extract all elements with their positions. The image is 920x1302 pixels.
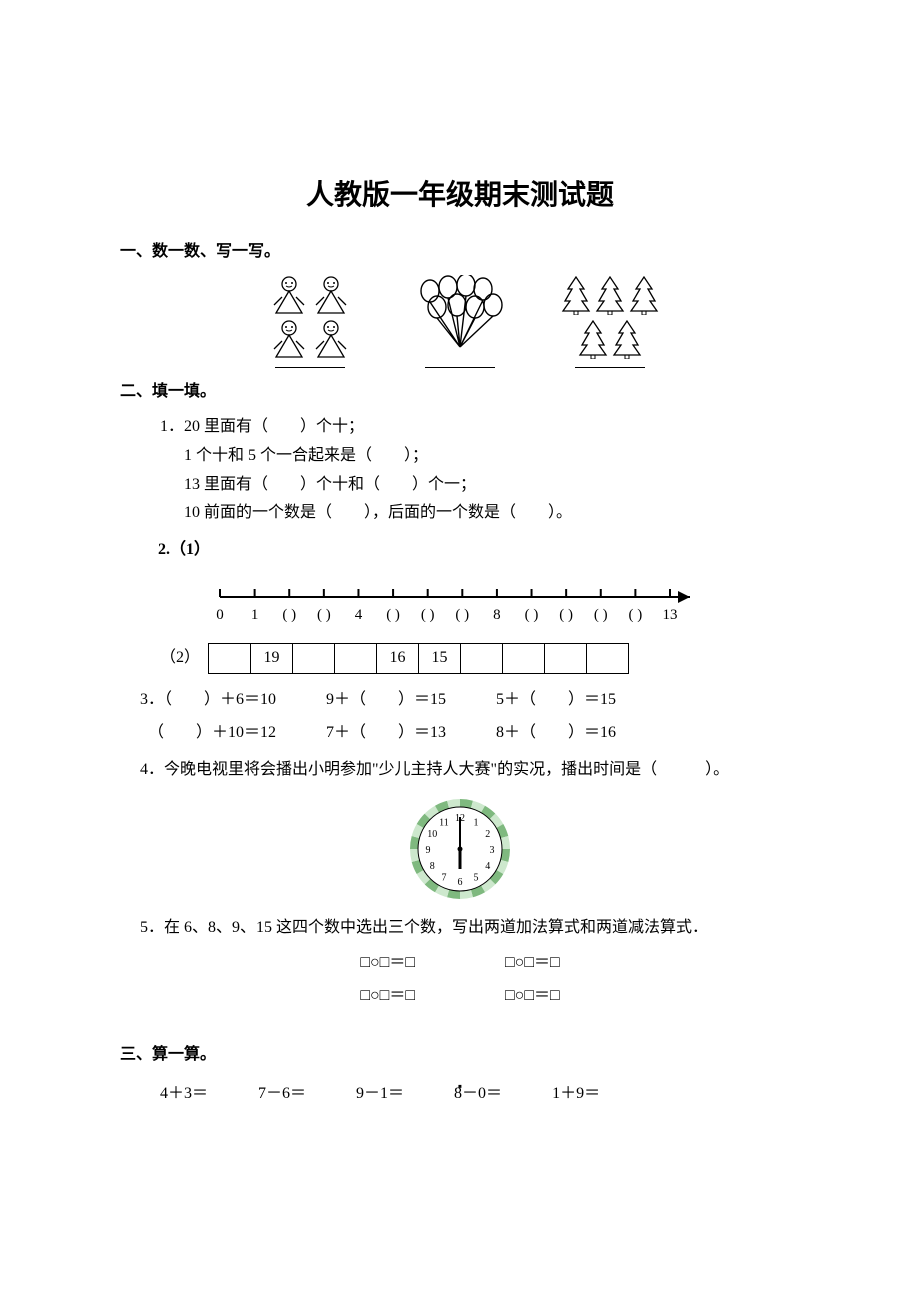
- doll-icon: [312, 319, 350, 359]
- svg-text:1: 1: [474, 818, 479, 829]
- tree-icon: [595, 275, 625, 315]
- eq-template: □○□＝□: [360, 949, 415, 978]
- svg-text:( ): ( ): [317, 607, 331, 623]
- q4-text: 4．今晚电视里将会播出小明参加"少儿主持人大赛"的实况，播出时间是（ ）。: [120, 756, 800, 785]
- doll-icon: [270, 275, 308, 315]
- svg-text:3: 3: [490, 845, 495, 856]
- doll-icon: [270, 319, 308, 359]
- q3-cell: 7＋（ ）＝13: [326, 719, 446, 748]
- svg-text:10: 10: [427, 829, 437, 840]
- tree-icon: [561, 275, 591, 315]
- tree-icon: [629, 275, 659, 315]
- calc-row: 4＋3＝ 7－6＝ 9－1＝ 8－0＝ 1＋9＝: [120, 1080, 800, 1109]
- svg-text:4: 4: [485, 861, 490, 872]
- balloons-icon: [415, 275, 505, 359]
- eq-template: □○□＝□: [505, 949, 560, 978]
- q1-line: 1 个十和 5 个一合起来是（ ）；: [160, 442, 800, 471]
- svg-text:( ): ( ): [455, 607, 469, 623]
- balloons-group: [405, 275, 515, 368]
- section1-heading: 一、数一数、写一写。: [120, 238, 800, 267]
- svg-text:( ): ( ): [594, 607, 608, 623]
- q3-cell: 9＋（ ）＝15: [326, 686, 446, 715]
- svg-text:( ): ( ): [421, 607, 435, 623]
- q2-label: 2.（1）: [120, 536, 800, 565]
- q3-row1: 3．（ ）＋6＝10 9＋（ ）＝15 5＋（ ）＝15: [120, 682, 800, 715]
- page-title: 人教版一年级期末测试题: [120, 170, 800, 220]
- trees-group: [555, 275, 665, 368]
- dolls-group: [255, 275, 365, 368]
- q3-cell: 3．（ ）＋6＝10: [140, 686, 276, 715]
- q3-cell: 5＋（ ）＝15: [496, 686, 616, 715]
- svg-text:2: 2: [485, 829, 490, 840]
- svg-text:7: 7: [442, 873, 447, 884]
- svg-text:( ): ( ): [386, 607, 400, 623]
- q1-line: 13 里面有（ ）个十和（ ）个一；: [160, 471, 800, 500]
- eq-template: □○□＝□: [360, 982, 415, 1011]
- doll-icon: [312, 275, 350, 315]
- svg-text:( ): ( ): [282, 607, 296, 623]
- calc-cell: 9－1＝: [356, 1080, 404, 1109]
- tree-icon: [612, 319, 642, 359]
- q5-equations: □○□＝□ □○□＝□ □○□＝□ □○□＝□: [120, 949, 800, 1011]
- tree-icon: [578, 319, 608, 359]
- svg-text:13: 13: [663, 607, 678, 623]
- svg-text:9: 9: [426, 845, 431, 856]
- q1-line: 10 前面的一个数是（ ），后面的一个数是（ ）。: [160, 499, 800, 528]
- q3-row2: （ ）＋10＝12 7＋（ ）＝13 8＋（ ）＝16: [120, 715, 800, 748]
- count-images: [120, 275, 800, 368]
- calc-cell: 7－6＝: [258, 1080, 306, 1109]
- svg-text:5: 5: [474, 873, 479, 884]
- eq-template: □○□＝□: [505, 982, 560, 1011]
- svg-text:6: 6: [458, 877, 463, 888]
- svg-text:0: 0: [216, 607, 224, 623]
- svg-text:( ): ( ): [629, 607, 643, 623]
- svg-text:8: 8: [493, 607, 501, 623]
- svg-text:11: 11: [439, 818, 449, 829]
- section2-heading: 二、填一填。: [120, 378, 800, 407]
- svg-text:8: 8: [430, 861, 435, 872]
- number-sequence-table: 191615: [208, 643, 629, 674]
- calc-cell: 4＋3＝: [160, 1080, 208, 1109]
- q3-cell: （ ）＋10＝12: [140, 719, 276, 748]
- clock: 123456789101112: [120, 794, 800, 904]
- numberline: 0 1 ( ) ( ) 4 ( ) ( ) ( ) 8 ( ) ( ) ( ) ( ) 13: [120, 575, 800, 635]
- answer-blank-line: [425, 367, 495, 368]
- calc-cell: 8－0＝: [454, 1080, 502, 1109]
- q3-cell: 8＋（ ）＝16: [496, 719, 616, 748]
- svg-text:4: 4: [355, 607, 363, 623]
- q2-1: 1．20 里面有（ ）个十； 1 个十和 5 个一合起来是（ ）； 13 里面有…: [120, 413, 800, 528]
- answer-blank-line: [275, 367, 345, 368]
- svg-text:( ): ( ): [559, 607, 573, 623]
- q5-text: 5．在 6、8、9、15 这四个数中选出三个数，写出两道加法算式和两道减法算式．: [120, 914, 800, 943]
- q2-part2-label: （2）: [160, 644, 200, 673]
- q1-line: 1．20 里面有（ ）个十；: [160, 413, 800, 442]
- svg-text:1: 1: [251, 607, 259, 623]
- answer-blank-line: [575, 367, 645, 368]
- svg-text:( ): ( ): [525, 607, 539, 623]
- calc-cell: 1＋9＝: [552, 1080, 600, 1109]
- section3-heading: 三、算一算。: [120, 1041, 800, 1070]
